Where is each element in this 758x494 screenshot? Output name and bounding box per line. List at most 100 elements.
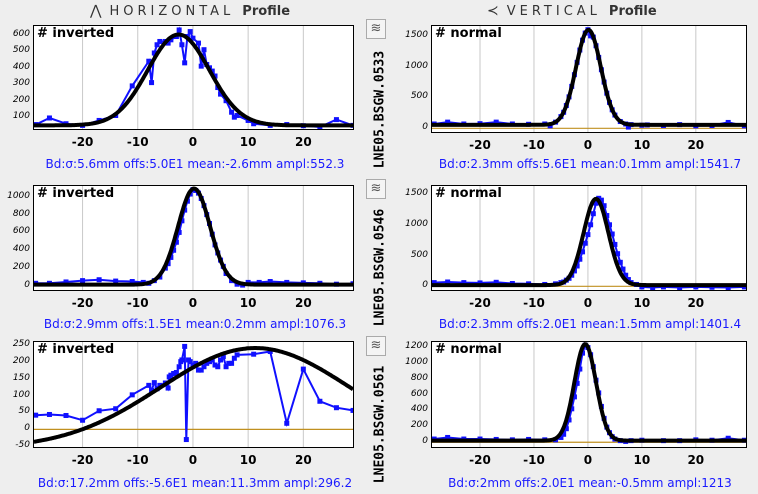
x-tick-label: 20	[294, 135, 312, 149]
data-point	[566, 417, 572, 423]
y-tick-label: 800	[410, 372, 428, 383]
data-point	[218, 91, 224, 97]
horizontal-profile-plot-1: # inverted	[33, 25, 354, 130]
data-point	[204, 360, 210, 366]
plot-canvas	[34, 186, 353, 290]
x-tick-label: 0	[583, 296, 593, 310]
x-tick-label: -10	[126, 453, 149, 467]
data-point	[725, 119, 731, 125]
data-point	[588, 222, 594, 228]
gaussian-fit-line	[432, 342, 746, 443]
data-point	[558, 434, 564, 440]
data-point	[165, 385, 171, 391]
y-tick-label: 1000	[405, 60, 428, 71]
data-point	[201, 47, 207, 53]
data-point	[284, 420, 290, 426]
x-tick-label: 20	[687, 138, 705, 152]
x-tick-label: -10	[126, 135, 149, 149]
data-point	[580, 249, 586, 255]
data-series-line	[434, 27, 745, 129]
plot-canvas	[432, 186, 746, 290]
plot-mode-label: # inverted	[37, 342, 115, 357]
plot-mode-label: # normal	[435, 186, 502, 201]
wave-toggle-button-2[interactable]: ≋	[366, 179, 386, 199]
vertical-fit-caption-3: Bd:σ:2mm offs:2.0E1 mean:-0.5mm ampl:121…	[448, 476, 732, 490]
data-point	[477, 280, 483, 286]
wave-toggle-button-3[interactable]: ≋	[366, 336, 386, 356]
data-point	[284, 279, 290, 285]
data-point	[609, 231, 615, 237]
data-point	[168, 37, 174, 43]
x-tick-label: 20	[294, 296, 312, 310]
data-point	[677, 285, 683, 290]
data-point	[461, 280, 467, 286]
data-point	[234, 352, 240, 358]
x-tick-label: 10	[633, 296, 651, 310]
data-series-line	[35, 188, 353, 287]
vertical-profile-plot-1: # normal	[431, 25, 747, 133]
y-tick-label: 500	[410, 249, 428, 260]
plot-canvas	[34, 342, 353, 447]
x-tick-label: 20	[687, 296, 705, 310]
y-tick-label: 1000	[405, 218, 428, 229]
y-tick-label: 1200	[405, 340, 428, 351]
data-point	[229, 109, 235, 115]
y-tick-label: -50	[15, 440, 30, 451]
data-point	[46, 411, 52, 417]
data-point	[182, 60, 188, 66]
x-tick-label: 10	[239, 135, 257, 149]
data-point	[317, 398, 323, 404]
data-point	[187, 359, 193, 365]
x-tick-label: -20	[71, 453, 94, 467]
y-tick-label: 0	[422, 280, 428, 291]
gaussian-fit-line	[34, 32, 353, 128]
data-point	[601, 203, 607, 209]
plot-mode-label: # normal	[435, 26, 502, 41]
y-tick-label: 800	[12, 208, 30, 219]
data-point	[432, 280, 437, 286]
data-point	[179, 42, 185, 48]
data-point	[129, 83, 135, 89]
data-point	[577, 366, 583, 372]
x-tick-label: -20	[71, 296, 94, 310]
horizontal-profile-plot-2: # inverted	[33, 185, 354, 291]
data-point	[46, 115, 52, 121]
gaussian-fit-line	[432, 27, 746, 127]
vertical-title-suffix: Profile	[608, 3, 657, 19]
x-tick-label: 10	[633, 453, 651, 467]
data-point	[173, 239, 179, 245]
data-point	[157, 382, 163, 388]
data-point	[187, 29, 193, 35]
data-point	[212, 362, 218, 368]
data-point	[183, 437, 189, 443]
data-point	[179, 218, 185, 224]
y-tick-label: 200	[12, 94, 30, 105]
y-tick-label: 200	[12, 262, 30, 273]
data-point	[650, 285, 656, 290]
wave-toggle-button-1[interactable]: ≋	[366, 19, 386, 39]
wave-toggle-icon: ≋	[370, 338, 382, 353]
data-point	[256, 279, 262, 285]
x-tick-label: -10	[126, 296, 149, 310]
y-tick-label: 600	[410, 388, 428, 399]
data-point	[146, 382, 152, 388]
horizontal-title-suffix: Profile	[242, 3, 291, 19]
data-point	[34, 412, 39, 418]
data-point	[173, 369, 179, 375]
data-point	[493, 119, 499, 125]
vertical-profile-header: ≺ VERTICAL Profile	[487, 1, 657, 21]
data-point	[190, 35, 196, 41]
data-point	[171, 371, 177, 376]
y-tick-label: 1500	[405, 29, 428, 40]
vertical-title: VERTICAL	[506, 3, 601, 19]
data-point	[96, 277, 102, 283]
vertical-profile-plot-2: # normal	[431, 185, 747, 291]
data-point	[615, 251, 621, 257]
horizontal-profile-header: ⋀ HORIZONTAL Profile	[90, 1, 290, 21]
data-point	[590, 211, 596, 217]
data-point	[179, 357, 185, 363]
x-tick-label: 0	[188, 135, 198, 149]
device-label-2: LNE05.BSGW.0546	[372, 208, 388, 327]
data-point	[617, 259, 623, 265]
data-point	[612, 241, 618, 247]
